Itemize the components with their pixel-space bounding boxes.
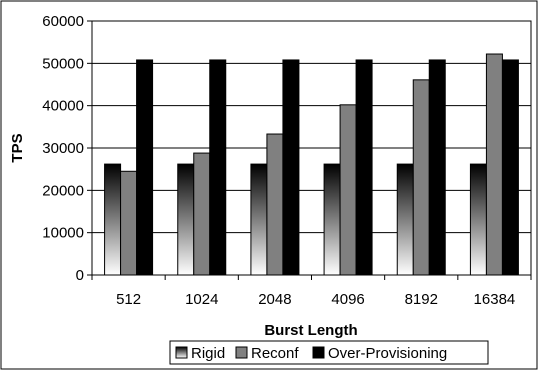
y-tick-label: 50000 (42, 55, 84, 72)
bar-reconf (120, 170, 138, 276)
x-tick-label: 16384 (474, 291, 516, 308)
x-tick-label: 1024 (185, 291, 218, 308)
legend-label: Reconf (251, 345, 299, 362)
axes: 0 10000 20000 30000 40000 50000 60000 512 1024 20… (42, 13, 532, 308)
bar-reconf (485, 53, 503, 276)
bar-over-provisioning (136, 59, 154, 276)
bar-over-provisioning (209, 59, 227, 276)
bar-over-provisioning (355, 59, 373, 276)
bar-rigid (323, 163, 341, 276)
legend-swatch (175, 346, 188, 359)
x-tick-label: 8192 (405, 291, 438, 308)
y-tick-label: 10000 (42, 225, 84, 242)
y-tick-label: 30000 (42, 140, 84, 157)
bar-over-provisioning (282, 59, 300, 276)
legend: Rigid Reconf Over-Provisioning (169, 340, 489, 365)
bar-reconf (193, 152, 211, 276)
x-tick-label: 4096 (331, 291, 364, 308)
legend-swatch (312, 346, 325, 359)
bar-rigid (396, 163, 414, 276)
bar-rigid (469, 163, 487, 276)
bar-reconf (339, 104, 357, 276)
x-tick-label: 512 (116, 291, 141, 308)
bar-reconf (266, 133, 284, 276)
bar-over-provisioning (501, 59, 519, 276)
y-tick-label: 40000 (42, 98, 84, 115)
y-tick-label: 20000 (42, 182, 84, 199)
legend-swatch (235, 346, 248, 359)
y-tick-label: 0 (76, 267, 84, 284)
y-axis-title: TPS (9, 133, 26, 162)
bar-rigid (104, 163, 122, 276)
legend-label: Rigid (191, 345, 225, 362)
bar-rigid (177, 163, 195, 276)
legend-label: Over-Provisioning (328, 345, 447, 362)
legend-box (169, 340, 489, 365)
y-tick-label: 60000 (42, 13, 84, 30)
bar-rigid (250, 163, 268, 276)
bars (104, 53, 519, 276)
bar-reconf (412, 79, 430, 276)
bar-over-provisioning (428, 59, 446, 276)
x-tick-label: 2048 (258, 291, 291, 308)
x-axis-title: Burst Length (264, 322, 357, 339)
